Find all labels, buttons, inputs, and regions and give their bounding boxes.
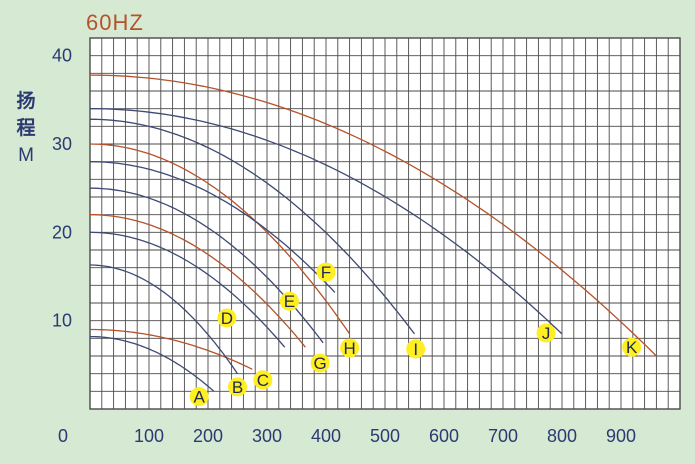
grid [89,37,681,410]
curve-marker-i: I [406,339,426,359]
curve-marker-label: H [343,339,355,358]
curve-marker-dot [316,262,336,282]
y-tick-labels: 10 20 30 40 [52,46,72,331]
y-axis-title-line-1: 扬 [16,89,35,112]
curve-marker-h: H [340,338,360,358]
curve-marker-f: F [316,262,336,282]
curve-marker-e: E [279,291,299,311]
curve-marker-label: G [313,354,326,373]
curve-marker-dot [310,353,330,373]
curve-marker-dot [622,337,642,357]
x-tick-label: 800 [547,426,577,446]
curve-marker-dot [340,338,360,358]
curve-marker-a: A [189,387,209,407]
pump-curve-4 [89,231,286,348]
x-tick-label: 400 [311,426,341,446]
curve-marker-b: B [228,377,247,397]
y-axis-title-line-2: 程 [16,117,35,139]
curve-marker-dot [406,339,426,359]
x-tick-label: 300 [252,426,282,446]
plot-area: 0 100 200 300 400 500 600 700 800 900 10 20 30 40 A B C D… [52,37,681,446]
curve-marker-label: B [232,378,243,397]
curve-marker-j: J [536,323,556,343]
curve-marker-dot [279,291,299,311]
curve-marker-dot [217,308,237,328]
x-tick-label: 200 [193,426,223,446]
y-tick-label: 40 [52,46,72,66]
curve-marker-dot [228,377,247,397]
curve-markers: A B C D E F GH I J K [189,262,642,407]
curve-marker-dot [253,370,273,390]
pump-curve-9 [90,118,416,335]
pump-curve-3 [90,264,239,375]
pump-curve-1 [90,335,215,392]
x-tick-label: 700 [488,426,518,446]
curve-marker-label: J [542,324,551,343]
y-tick-label: 10 [52,311,72,331]
curve-marker-label: K [626,338,638,357]
y-tick-label: 20 [52,222,72,242]
curve-marker-g: G [310,353,330,373]
x-tick-label: 900 [606,426,636,446]
pump-curve-7 [89,143,351,335]
x-tick-label: 600 [429,426,459,446]
curve-marker-label: E [284,292,295,311]
y-tick-label: 30 [52,134,72,154]
x-tick-label: 500 [370,426,400,446]
curve-marker-c: C [253,370,273,390]
curve-marker-d: D [217,308,237,328]
chart-title: 60HZ [86,10,144,35]
curve-marker-dot [536,323,556,343]
curve-marker-label: C [257,371,269,390]
y-axis-title: 扬 程 M [16,89,35,166]
x-tick-label: 0 [58,426,68,446]
curve-marker-k: K [622,337,642,357]
plot-frame [89,37,681,410]
curve-marker-label: D [221,309,233,328]
curve-marker-dot [189,387,209,407]
pump-curve-8 [90,161,336,293]
curve-marker-label: I [413,340,418,359]
pump-curve-5 [90,214,306,348]
x-tick-labels: 0 100 200 300 400 500 600 700 800 900 [58,426,636,446]
x-tick-label: 100 [134,426,164,446]
y-axis-title-line-3: M [18,145,34,166]
pump-curve-11 [89,74,657,357]
pump-curve-10 [90,108,563,335]
curve-marker-label: A [193,388,205,407]
curve-marker-label: F [321,263,331,282]
